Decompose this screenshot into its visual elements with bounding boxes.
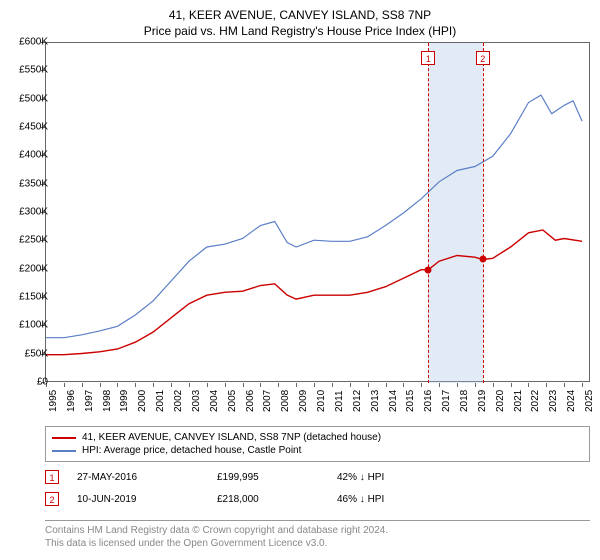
y-axis-label: £50K bbox=[25, 348, 48, 359]
x-axis-label: 2006 bbox=[245, 390, 256, 412]
x-axis-label: 2015 bbox=[405, 390, 416, 412]
x-axis-label: 2014 bbox=[388, 390, 399, 412]
chart-subtitle: Price paid vs. HM Land Registry's House … bbox=[0, 22, 600, 42]
x-axis-labels: 1995 1996 1997 1998 1999 2000 2001 2002 2003 2004… bbox=[45, 384, 590, 424]
footer-line-2: This data is licensed under the Open Gov… bbox=[45, 537, 590, 550]
plot-svg bbox=[46, 43, 591, 383]
x-axis-label: 2002 bbox=[173, 390, 184, 412]
legend: 41, KEER AVENUE, CANVEY ISLAND, SS8 7NP … bbox=[45, 426, 590, 462]
series-line-property bbox=[46, 230, 582, 355]
chart-area: 12 bbox=[45, 42, 590, 382]
x-axis-label: 2008 bbox=[280, 390, 291, 412]
x-axis-label: 1996 bbox=[66, 390, 77, 412]
x-axis-label: 1995 bbox=[48, 390, 59, 412]
y-axis-label: £600K bbox=[19, 37, 48, 48]
x-axis-label: 2021 bbox=[513, 390, 524, 412]
marker-number-box: 2 bbox=[476, 51, 490, 65]
sale-date: 10-JUN-2019 bbox=[77, 494, 217, 505]
x-axis-label: 1998 bbox=[102, 390, 113, 412]
sale-number-box: 1 bbox=[45, 470, 59, 484]
y-axis-label: £550K bbox=[19, 65, 48, 76]
series-line-hpi bbox=[46, 95, 582, 338]
marker-dot bbox=[479, 256, 486, 263]
legend-item: 41, KEER AVENUE, CANVEY ISLAND, SS8 7NP … bbox=[52, 431, 583, 444]
x-axis-label: 2024 bbox=[566, 390, 577, 412]
sale-price: £199,995 bbox=[217, 472, 337, 483]
footer: Contains HM Land Registry data © Crown c… bbox=[45, 520, 590, 550]
x-axis-label: 2025 bbox=[584, 390, 595, 412]
y-axis-label: £150K bbox=[19, 292, 48, 303]
footer-line-1: Contains HM Land Registry data © Crown c… bbox=[45, 524, 590, 537]
x-axis-label: 2023 bbox=[548, 390, 559, 412]
y-axis-label: £100K bbox=[19, 320, 48, 331]
x-axis-label: 2001 bbox=[155, 390, 166, 412]
x-axis-label: 2010 bbox=[316, 390, 327, 412]
y-axis-label: £250K bbox=[19, 235, 48, 246]
x-axis-label: 2022 bbox=[530, 390, 541, 412]
chart-title: 41, KEER AVENUE, CANVEY ISLAND, SS8 7NP bbox=[0, 0, 600, 22]
x-axis-label: 1997 bbox=[84, 390, 95, 412]
y-axis-label: £350K bbox=[19, 178, 48, 189]
sale-row: 1 27-MAY-2016£199,99542% ↓ HPI bbox=[45, 470, 590, 484]
plot-region: 12 bbox=[45, 42, 590, 382]
sale-number-box: 2 bbox=[45, 492, 59, 506]
y-axis-label: £200K bbox=[19, 263, 48, 274]
x-axis-label: 2020 bbox=[495, 390, 506, 412]
x-axis-label: 1999 bbox=[119, 390, 130, 412]
marker-line bbox=[483, 43, 484, 383]
legend-label: HPI: Average price, detached house, Cast… bbox=[82, 445, 301, 456]
x-axis-label: 2019 bbox=[477, 390, 488, 412]
marker-dot bbox=[425, 266, 432, 273]
sale-row: 2 10-JUN-2019£218,00046% ↓ HPI bbox=[45, 492, 590, 506]
sale-pct: 42% ↓ HPI bbox=[337, 472, 384, 483]
x-axis-label: 2017 bbox=[441, 390, 452, 412]
legend-label: 41, KEER AVENUE, CANVEY ISLAND, SS8 7NP … bbox=[82, 432, 381, 443]
marker-line bbox=[428, 43, 429, 383]
marker-number-box: 1 bbox=[421, 51, 435, 65]
x-axis-label: 2016 bbox=[423, 390, 434, 412]
y-axis-label: £400K bbox=[19, 150, 48, 161]
sale-date: 27-MAY-2016 bbox=[77, 472, 217, 483]
x-axis-label: 2000 bbox=[137, 390, 148, 412]
x-axis-label: 2018 bbox=[459, 390, 470, 412]
x-axis-label: 2004 bbox=[209, 390, 220, 412]
sale-pct: 46% ↓ HPI bbox=[337, 494, 384, 505]
y-axis-label: £450K bbox=[19, 122, 48, 133]
x-axis-label: 2007 bbox=[262, 390, 273, 412]
sale-price: £218,000 bbox=[217, 494, 337, 505]
x-axis-label: 2005 bbox=[227, 390, 238, 412]
y-axis-label: £500K bbox=[19, 93, 48, 104]
x-axis-label: 2013 bbox=[370, 390, 381, 412]
y-axis-label: £300K bbox=[19, 207, 48, 218]
chart-container: 41, KEER AVENUE, CANVEY ISLAND, SS8 7NP … bbox=[0, 0, 600, 560]
legend-item: HPI: Average price, detached house, Cast… bbox=[52, 444, 583, 457]
legend-swatch bbox=[52, 437, 76, 439]
x-axis-label: 2011 bbox=[334, 390, 345, 412]
legend-swatch bbox=[52, 450, 76, 452]
x-axis-label: 2003 bbox=[191, 390, 202, 412]
x-axis-label: 2009 bbox=[298, 390, 309, 412]
x-axis-label: 2012 bbox=[352, 390, 363, 412]
